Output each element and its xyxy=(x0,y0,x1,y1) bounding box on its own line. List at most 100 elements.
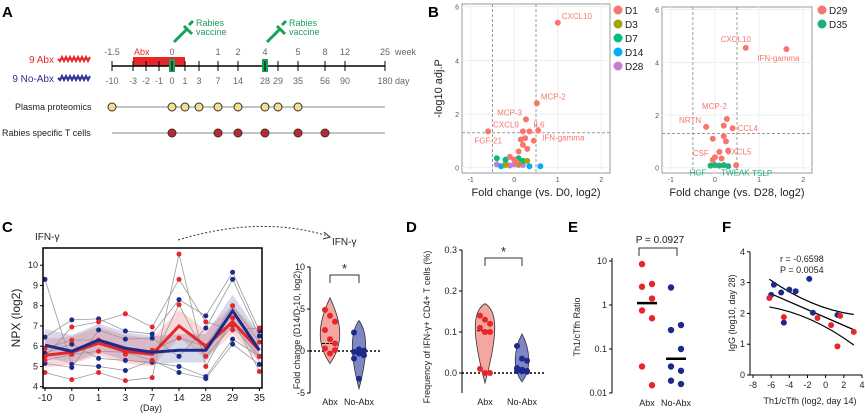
y-tick-label: 10 xyxy=(597,256,607,266)
data-point xyxy=(356,346,362,353)
x-tick-label: -8 xyxy=(749,380,757,390)
data-point xyxy=(638,363,646,370)
y-axis-label: Th1/cTfh Ratio xyxy=(572,297,582,356)
y-tick-label: -5 xyxy=(297,388,305,398)
volcano-point xyxy=(720,162,727,169)
data-point xyxy=(809,309,816,316)
inset-title: IFN-γ xyxy=(332,237,356,248)
x-tick-label: No-Abx xyxy=(661,398,692,408)
y-axis-label: Frequency of IFN-γ+ CD4+ T cells (%) xyxy=(422,251,432,404)
subject-point xyxy=(230,269,236,275)
sampling-row-label: Plasma proteomics xyxy=(15,102,92,112)
vaccine-label: vaccine xyxy=(196,27,227,37)
data-point xyxy=(677,345,685,353)
x-axis-label: (Day) xyxy=(140,403,162,413)
data-point xyxy=(519,355,525,362)
y-tick-label: 2 xyxy=(455,112,459,119)
x-tick-label: 28 xyxy=(200,393,212,404)
significance-bracket xyxy=(484,257,523,266)
arrow-connector xyxy=(177,225,329,241)
data-point xyxy=(332,340,338,347)
protein-label: IL6 xyxy=(533,120,545,129)
sampling-row-label: Rabies specific T cells xyxy=(2,128,91,138)
y-tick-label: 0.0 xyxy=(444,368,457,378)
day-tick-label: 14 xyxy=(233,76,243,86)
week-unit-label: week xyxy=(394,47,417,57)
sampling-point xyxy=(293,128,303,138)
data-point xyxy=(477,365,483,372)
x-tick-label: 1 xyxy=(556,177,560,184)
panel-c-title: IFN-γ xyxy=(35,232,59,243)
day-tick-label: -2 xyxy=(142,76,150,86)
legend-marker xyxy=(613,33,623,43)
data-point xyxy=(482,316,488,323)
people-icons-noabx xyxy=(57,73,91,83)
data-point xyxy=(482,370,488,376)
x-tick-label: -2 xyxy=(803,380,811,390)
subject-point xyxy=(256,353,262,359)
data-point xyxy=(332,318,338,325)
volcano-point xyxy=(524,145,531,152)
subject-point xyxy=(203,325,209,331)
data-point xyxy=(477,324,483,331)
subject-point xyxy=(176,297,182,303)
day-tick-label: 0 xyxy=(169,76,174,86)
protein-label: CXCL5 xyxy=(726,148,752,157)
data-point xyxy=(766,295,773,301)
sampling-point xyxy=(213,102,223,112)
legend-label: D28 xyxy=(625,62,644,73)
panel-label-e: E xyxy=(568,219,578,236)
mean-line xyxy=(44,319,261,357)
x-tick-label: 3 xyxy=(123,393,129,404)
week-tick-label: 12 xyxy=(340,47,350,57)
x-tick-label: 2 xyxy=(599,177,603,184)
data-point xyxy=(361,347,367,354)
y-tick-label: 4 xyxy=(455,58,459,65)
data-point xyxy=(482,329,488,335)
group-noabx-label: 9 No-Abx xyxy=(12,74,54,85)
x-tick-label: 35 xyxy=(254,393,266,404)
protein-label: MCP-3 xyxy=(497,108,522,117)
subject-point xyxy=(122,351,128,357)
week-tick-label: -1.5 xyxy=(104,47,120,57)
volcano-point xyxy=(718,155,725,162)
panel-label-b: B xyxy=(428,4,439,21)
x-tick-label: 2 xyxy=(841,380,846,390)
data-point xyxy=(487,329,493,335)
data-point xyxy=(361,352,367,359)
protein-label: TWEAK xyxy=(721,169,750,178)
legend-marker xyxy=(613,5,623,15)
data-point xyxy=(477,312,483,319)
subject-point xyxy=(96,370,102,376)
y-axis-label: IgG (log10, day 28) xyxy=(727,274,737,351)
subject-point xyxy=(256,369,262,375)
protein-label: CXCL10 xyxy=(562,12,593,21)
y-tick-label: 3 xyxy=(740,278,745,288)
x-tick-label: 1 xyxy=(96,393,102,404)
subject-point xyxy=(69,317,75,323)
subject-point xyxy=(176,251,182,257)
sampling-point xyxy=(194,102,204,112)
y-tick-label: 0.1 xyxy=(444,327,457,337)
data-point xyxy=(667,377,675,384)
data-point xyxy=(677,321,685,329)
x-tick-label: 0 xyxy=(69,393,75,404)
subject-point xyxy=(69,337,75,343)
data-point xyxy=(638,260,646,268)
legend-marker xyxy=(613,61,623,71)
x-tick-label: 29 xyxy=(227,393,239,404)
sampling-point xyxy=(273,102,283,112)
data-point xyxy=(351,348,357,355)
subject-point xyxy=(69,324,75,330)
day-tick-label: 7 xyxy=(215,76,220,86)
x-tick-label: -6 xyxy=(767,380,775,390)
y-tick-label: 5 xyxy=(33,361,38,371)
data-point xyxy=(322,306,328,313)
data-point xyxy=(667,284,675,291)
x-tick-label: 0 xyxy=(512,177,516,184)
day-tick-label: -3 xyxy=(129,76,137,86)
legend-label: D3 xyxy=(625,20,638,31)
sampling-point xyxy=(180,102,190,112)
subject-point xyxy=(203,374,209,380)
